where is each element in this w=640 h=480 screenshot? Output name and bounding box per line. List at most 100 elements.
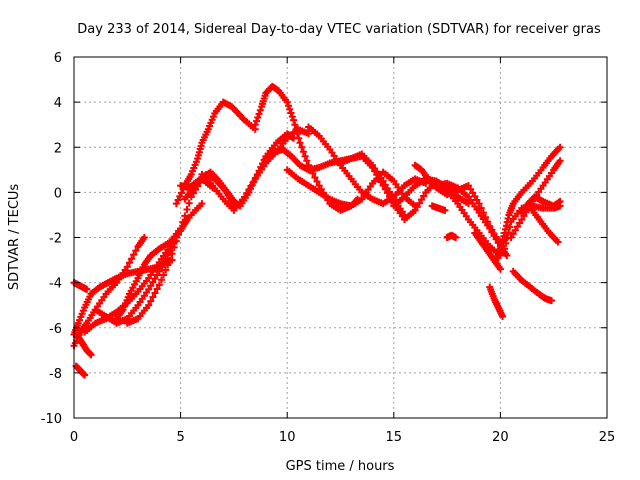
y-tick-label: -2: [49, 232, 62, 247]
data-point: [490, 232, 498, 240]
sat-track-5: [74, 333, 95, 359]
data-point: [375, 174, 383, 182]
data-point: [255, 110, 263, 118]
data-point: [251, 121, 259, 129]
sat-track-28: [501, 202, 564, 253]
gridlines: [74, 57, 607, 418]
y-tick-label: -10: [41, 412, 62, 427]
data-point: [177, 189, 185, 197]
data-point: [179, 218, 187, 226]
data-point: [254, 113, 262, 121]
data-point: [299, 148, 307, 156]
data-point: [313, 178, 321, 186]
data-point: [183, 206, 191, 214]
data-point: [155, 281, 163, 289]
data-point: [473, 196, 481, 204]
data-point: [303, 157, 311, 165]
axis-ticks: 0 5 10 15 20 25 -10 -8 -6 -4 -2 0 2 4 6: [41, 51, 616, 445]
y-tick-label: 6: [54, 51, 62, 66]
data-point: [296, 139, 304, 147]
data-point: [311, 173, 319, 181]
sat-track-8: [113, 200, 206, 323]
data-point: [153, 271, 161, 279]
data-point: [125, 259, 133, 267]
data-point: [298, 143, 306, 151]
sat-track-16: [283, 166, 419, 210]
data-point: [198, 200, 206, 208]
data-point: [243, 189, 251, 197]
data-point: [290, 116, 298, 124]
x-tick-label: 20: [492, 430, 509, 445]
data-point: [170, 243, 178, 251]
data-point: [160, 271, 168, 279]
y-tick-label: 2: [54, 141, 62, 156]
data-point: [140, 234, 148, 241]
data-point: [123, 263, 131, 271]
data-point: [386, 192, 394, 200]
data-point: [174, 231, 182, 239]
data-point: [556, 143, 564, 151]
data-points: [70, 82, 564, 379]
data-point: [153, 285, 161, 293]
data-point: [283, 98, 291, 106]
data-point: [554, 238, 562, 246]
data-point: [511, 226, 519, 234]
y-tick-label: 4: [54, 96, 62, 111]
data-point: [503, 252, 511, 260]
data-point: [518, 215, 526, 223]
data-point: [145, 285, 153, 293]
data-point: [130, 251, 138, 259]
chart-title: Day 233 of 2014, Sidereal Day-to-day VTE…: [77, 22, 601, 37]
data-point: [418, 196, 426, 204]
x-tick-label: 15: [386, 430, 403, 445]
data-point: [81, 371, 89, 379]
data-point: [160, 259, 168, 267]
data-point: [87, 351, 95, 359]
data-point: [284, 102, 292, 110]
data-point: [516, 219, 524, 227]
data-point: [168, 250, 176, 258]
data-point: [315, 182, 323, 190]
sat-track-30: [528, 206, 562, 246]
data-point: [377, 178, 385, 186]
x-tick-label: 5: [176, 430, 184, 445]
data-point: [164, 261, 172, 269]
data-point: [149, 293, 157, 301]
data-point: [185, 199, 193, 207]
data-point: [513, 223, 521, 231]
data-point: [441, 206, 449, 214]
data-point: [147, 297, 155, 305]
data-point: [556, 197, 564, 205]
data-point: [388, 196, 396, 204]
data-point: [162, 266, 170, 274]
data-point: [413, 203, 421, 211]
data-point: [249, 178, 257, 186]
data-point: [506, 223, 514, 231]
data-point: [383, 189, 391, 197]
x-axis-label: GPS time / hours: [286, 459, 395, 474]
data-point: [157, 263, 165, 271]
y-axis-label: SDTVAR / TECUs: [7, 184, 22, 291]
data-point: [420, 192, 428, 200]
data-point: [128, 255, 136, 263]
data-point: [145, 301, 153, 309]
data-point: [373, 171, 381, 179]
data-point: [181, 212, 189, 220]
sat-track-25: [486, 283, 507, 320]
data-point: [381, 185, 389, 193]
x-tick-label: 25: [599, 430, 616, 445]
sat-track-17: [305, 123, 430, 208]
sat-track-31: [518, 193, 564, 217]
data-point: [496, 265, 504, 273]
data-point: [295, 134, 303, 142]
data-point: [301, 152, 309, 160]
data-point: [486, 224, 494, 232]
data-point: [292, 125, 300, 133]
sat-track-7: [91, 224, 185, 327]
data-point: [371, 167, 379, 175]
data-point: [411, 206, 419, 214]
data-point: [471, 192, 479, 200]
data-point: [368, 164, 376, 172]
